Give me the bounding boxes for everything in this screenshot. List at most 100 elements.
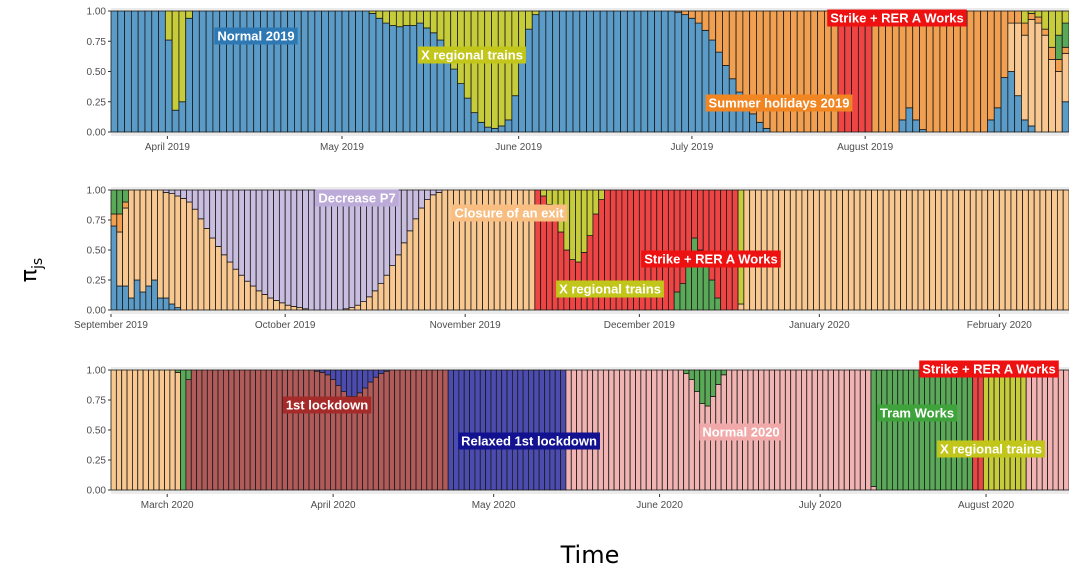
bar-segment-normal2019	[511, 95, 520, 133]
bar-segment-normal2019	[321, 10, 329, 133]
bar-segment-normal2019	[484, 126, 492, 133]
bar-segment-relaxed	[538, 369, 545, 491]
bar-68	[474, 369, 481, 491]
bar-segment-relaxed	[372, 369, 379, 378]
bar-96	[762, 10, 771, 133]
bar-segment-relaxed	[511, 369, 519, 491]
bar-11	[169, 369, 176, 491]
bar-segment-normal2020	[843, 369, 850, 491]
x-axis-title: Time	[560, 541, 620, 569]
bar-16	[196, 369, 203, 491]
bar-87	[701, 10, 710, 133]
bar-segment-relaxed	[554, 369, 561, 491]
bar-133	[822, 369, 829, 491]
bar-segment-normal2020	[608, 369, 615, 491]
y-tick-label: 0.00	[87, 486, 107, 497]
bar-segment-normal2019	[328, 10, 336, 133]
bar-segment-strike	[697, 189, 704, 251]
x-tick-label: May 2019	[320, 142, 364, 153]
bar-132	[1007, 10, 1016, 133]
bar-segment-decrease	[284, 189, 292, 306]
bar-7	[148, 369, 155, 491]
bar-segment-decrease	[429, 189, 437, 196]
bar-segment-relaxed	[544, 369, 551, 491]
bar-segment-closure	[418, 207, 425, 311]
bar-175	[1047, 369, 1054, 491]
bar-158	[956, 369, 963, 491]
bar-142	[935, 189, 942, 311]
x-tick-label: August 2019	[837, 142, 894, 153]
bar-14	[185, 369, 192, 491]
bar-87	[576, 369, 583, 491]
bar-14	[205, 10, 214, 133]
bar-segment-normal2019	[368, 13, 377, 133]
bar-segment-relaxed	[324, 369, 331, 376]
bar-segment-normal2019	[993, 107, 1002, 133]
bar-161	[972, 369, 979, 491]
bar-1	[115, 369, 123, 491]
bar-segment-xregional	[988, 369, 995, 491]
bar-segment-relaxed	[330, 369, 337, 381]
bar-segment-strike	[837, 10, 846, 133]
bar-segment-closure	[284, 304, 292, 311]
bar-145	[952, 189, 960, 311]
bar-segment-normal2020	[806, 369, 813, 491]
bar-139	[917, 189, 925, 311]
bar-segment-xregional	[164, 10, 173, 41]
bar-segment-closure	[186, 201, 193, 311]
bar-97	[673, 189, 681, 311]
bar-segment-normal2020	[833, 369, 840, 491]
bar-segment-decrease	[209, 189, 216, 239]
bar-segment-tram	[881, 369, 888, 491]
bar-segment-summer	[116, 213, 124, 233]
bar-38	[331, 189, 338, 311]
bar-segment-decrease	[226, 189, 234, 263]
bar-6	[145, 189, 153, 311]
bar-segment-closure	[952, 189, 960, 311]
bar-segment-normal2019	[205, 10, 214, 133]
bar-12	[174, 369, 181, 491]
bar-segment-normal2019	[667, 10, 676, 133]
bar-27	[255, 369, 262, 491]
bar-78	[528, 369, 535, 491]
bar-segment-normal2020	[597, 369, 604, 491]
bar-segment-strike	[726, 189, 733, 311]
bar-109	[743, 189, 751, 311]
bar-segment-normal2019	[633, 10, 642, 133]
bar-153	[998, 189, 1006, 311]
bar-104	[714, 189, 722, 311]
bar-segment-relaxed	[528, 369, 535, 491]
bar-segment-normal2020	[790, 369, 797, 491]
bar-segment-normal2020	[624, 369, 631, 491]
bar-segment-normal2020	[1057, 369, 1065, 491]
bar-segment-strike	[714, 189, 722, 299]
bar-segment-closure	[116, 231, 124, 287]
bar-segment-strike	[563, 249, 571, 311]
bar-39	[319, 369, 326, 491]
bar-57	[415, 369, 422, 491]
bar-segment-lockdown1	[399, 369, 406, 491]
bar-segment-xregional	[423, 10, 431, 29]
bar-128	[795, 369, 802, 491]
bar-91	[597, 369, 604, 491]
bar-segment-decrease	[319, 189, 327, 311]
bar-70	[485, 369, 492, 491]
bar-segment-tram	[1055, 34, 1063, 60]
bar-89	[715, 10, 723, 133]
bar-segment-normal2019	[681, 14, 689, 133]
bar-segment-decrease	[197, 189, 205, 220]
bar-segment-normal2020	[581, 369, 588, 491]
bar-segment-tram	[945, 369, 952, 491]
bar-127	[790, 369, 797, 491]
bar-segment-tram	[902, 369, 909, 491]
bar-118	[795, 189, 803, 311]
bar-segment-normal2019	[164, 39, 173, 133]
bar-segment-closure	[412, 218, 420, 311]
bar-53	[418, 189, 425, 311]
bar-44	[366, 189, 373, 311]
bar-segment-closure	[121, 369, 128, 491]
bar-150	[981, 189, 989, 311]
bar-segment-closure	[174, 195, 182, 308]
bar-61	[525, 10, 533, 133]
